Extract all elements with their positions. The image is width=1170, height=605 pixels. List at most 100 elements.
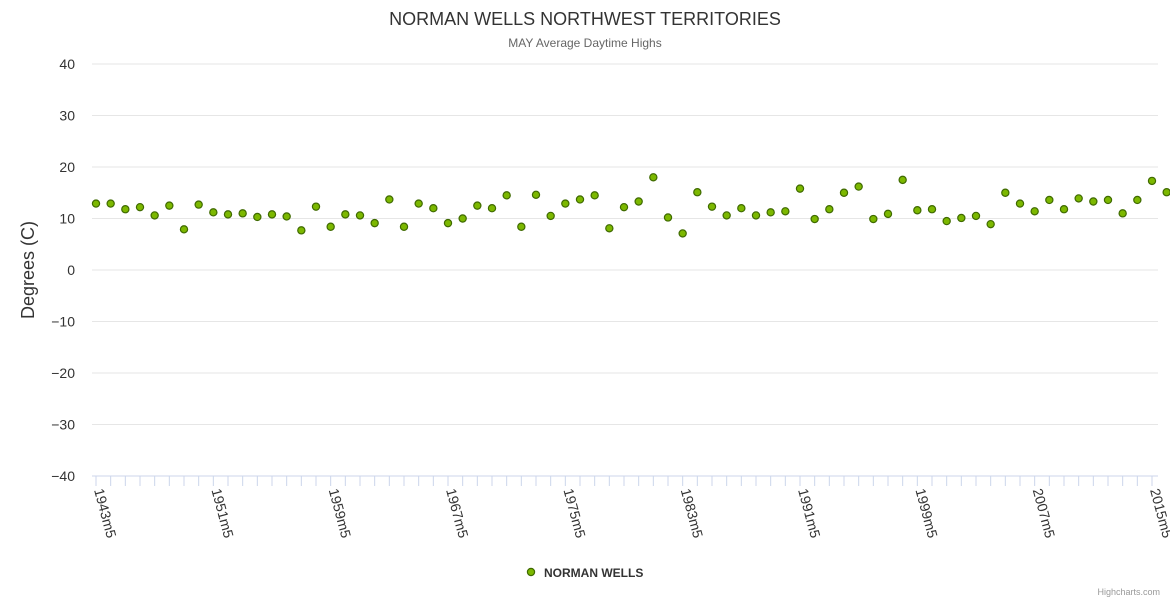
data-point[interactable] xyxy=(370,218,379,228)
data-point[interactable] xyxy=(737,203,746,213)
data-point[interactable] xyxy=(619,202,629,212)
legend[interactable]: NORMAN WELLS xyxy=(526,566,643,580)
x-tick-label: 1959m5 xyxy=(326,487,355,540)
y-tick-label: 0 xyxy=(67,262,75,278)
x-tick-label: 1943m5 xyxy=(91,487,120,540)
data-point[interactable] xyxy=(810,214,819,224)
data-point[interactable] xyxy=(1059,205,1069,214)
data-point[interactable] xyxy=(678,229,687,238)
data-point[interactable] xyxy=(165,201,174,210)
data-point[interactable] xyxy=(913,206,922,215)
x-axis: 1943m5 1951m5 1959m5 1967m5 1975m5 1983m5 1991… xyxy=(91,476,1170,540)
data-point[interactable] xyxy=(649,173,658,182)
data-point[interactable] xyxy=(1089,197,1098,206)
y-tick-label: −30 xyxy=(51,417,75,433)
data-point[interactable] xyxy=(458,214,467,223)
data-point[interactable] xyxy=(355,211,365,220)
data-point[interactable] xyxy=(942,216,951,226)
data-point[interactable] xyxy=(883,209,893,219)
data-point[interactable] xyxy=(766,208,775,217)
data-point[interactable] xyxy=(825,205,834,214)
chart-subtitle: MAY Average Daytime Highs xyxy=(508,36,661,50)
data-point[interactable] xyxy=(1030,207,1039,216)
data-point[interactable] xyxy=(751,211,761,220)
data-point[interactable] xyxy=(238,209,247,218)
data-point[interactable] xyxy=(795,184,805,193)
legend-item-label[interactable]: NORMAN WELLS xyxy=(544,566,643,580)
data-point[interactable] xyxy=(473,201,482,210)
data-point[interactable] xyxy=(1015,199,1025,208)
gridlines xyxy=(92,63,1158,477)
data-point[interactable] xyxy=(414,199,423,208)
x-tick-label: 1967m5 xyxy=(443,487,472,540)
data-point[interactable] xyxy=(634,197,643,206)
data-point[interactable] xyxy=(1147,176,1157,186)
data-point[interactable] xyxy=(1045,195,1054,205)
data-point[interactable] xyxy=(1074,194,1083,203)
y-tick-label: 10 xyxy=(59,211,75,227)
data-point[interactable] xyxy=(898,175,907,185)
data-point[interactable] xyxy=(693,188,702,197)
data-point[interactable] xyxy=(663,213,673,222)
data-point[interactable] xyxy=(1103,195,1113,205)
data-point[interactable] xyxy=(707,202,717,211)
legend-marker-icon xyxy=(526,567,536,577)
data-point[interactable] xyxy=(91,199,101,208)
y-tick-label: 30 xyxy=(59,108,75,124)
data-point[interactable] xyxy=(121,205,130,214)
data-point[interactable] xyxy=(282,212,291,221)
y-axis-title: Degrees (C) xyxy=(18,221,38,319)
data-point[interactable] xyxy=(722,211,731,220)
data-point[interactable] xyxy=(561,199,570,208)
data-point[interactable] xyxy=(297,226,306,235)
data-point[interactable] xyxy=(443,218,453,228)
data-point[interactable] xyxy=(1162,188,1170,197)
data-point[interactable] xyxy=(590,191,599,200)
x-tick-label: 2007m5 xyxy=(1030,487,1059,540)
data-point[interactable] xyxy=(517,222,526,231)
data-point[interactable] xyxy=(429,203,438,213)
data-point[interactable] xyxy=(839,188,849,197)
data-point[interactable] xyxy=(311,202,321,211)
data-point[interactable] xyxy=(487,203,497,213)
data-point[interactable] xyxy=(223,210,233,219)
data-point[interactable] xyxy=(341,210,350,219)
x-tick-label: 1999m5 xyxy=(912,487,941,540)
y-tick-label: 20 xyxy=(59,159,75,175)
data-point[interactable] xyxy=(106,199,115,208)
data-point[interactable] xyxy=(179,225,189,234)
data-point[interactable] xyxy=(781,207,790,216)
data-point[interactable] xyxy=(209,208,218,217)
data-point[interactable] xyxy=(531,190,541,200)
data-point[interactable] xyxy=(986,219,995,229)
data-point[interactable] xyxy=(957,213,966,223)
data-point[interactable] xyxy=(605,224,614,233)
data-point[interactable] xyxy=(971,211,981,221)
x-tick-label: 1951m5 xyxy=(208,487,237,540)
data-point[interactable] xyxy=(869,214,878,224)
data-point[interactable] xyxy=(1001,188,1010,197)
data-point[interactable] xyxy=(399,222,409,231)
data-point[interactable] xyxy=(854,182,863,191)
credits-link[interactable]: Highcharts.com xyxy=(1097,587,1160,597)
data-point[interactable] xyxy=(385,195,394,204)
x-tick-label: 1983m5 xyxy=(678,487,707,540)
data-point[interactable] xyxy=(1118,209,1127,218)
data-point[interactable] xyxy=(546,211,555,221)
data-point[interactable] xyxy=(575,195,585,204)
data-point[interactable] xyxy=(927,205,937,214)
data-point[interactable] xyxy=(502,191,511,200)
y-tick-label: −40 xyxy=(51,468,75,484)
data-points xyxy=(91,173,1170,238)
data-point[interactable] xyxy=(326,222,335,231)
data-point[interactable] xyxy=(253,212,262,222)
x-tick-label: 1975m5 xyxy=(560,487,589,540)
data-point[interactable] xyxy=(135,202,145,212)
data-point[interactable] xyxy=(1133,195,1142,205)
data-point[interactable] xyxy=(194,200,203,209)
data-point[interactable] xyxy=(150,211,159,220)
data-point[interactable] xyxy=(267,210,277,219)
chart-title: NORMAN WELLS NORTHWEST TERRITORIES xyxy=(389,9,781,29)
y-tick-label: −20 xyxy=(51,365,75,381)
